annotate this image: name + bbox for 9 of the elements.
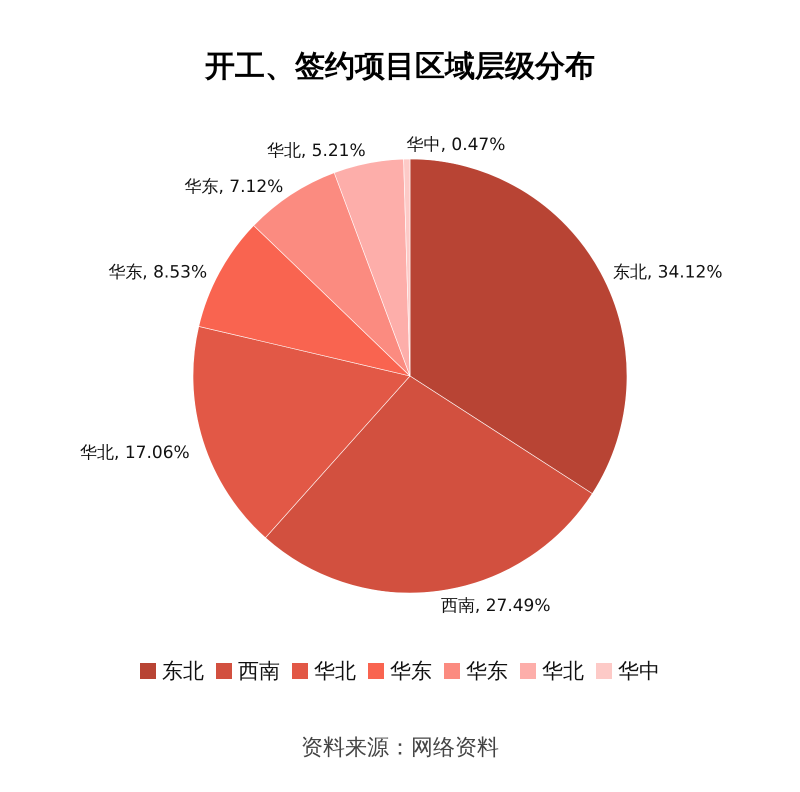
title: 开工、签约项目区域层级分布 xyxy=(205,49,595,84)
legend-label: 华北 xyxy=(542,659,584,683)
legend-label: 华东 xyxy=(390,659,432,683)
legend-label: 东北 xyxy=(162,659,204,683)
legend-label: 华中 xyxy=(618,659,660,683)
legend-label: 西南 xyxy=(238,659,280,683)
annotation: 资料来源：网络资料 xyxy=(301,736,499,760)
legend-label: 华东 xyxy=(466,659,508,683)
legend-label: 华北 xyxy=(314,659,356,683)
